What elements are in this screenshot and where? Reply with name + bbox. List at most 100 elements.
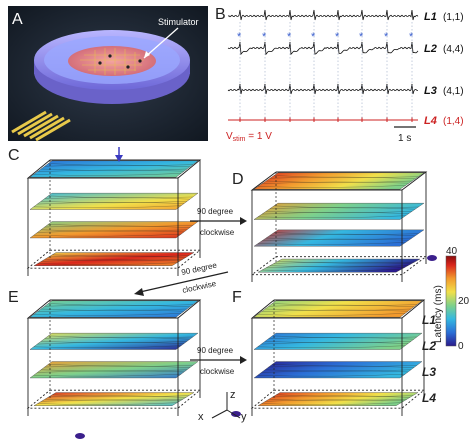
contour-line: [44, 304, 190, 307]
stimulation-site-marker: [231, 411, 241, 417]
contour-line: [265, 211, 413, 214]
colorbar-label: Latency (ms): [433, 285, 444, 343]
contour-line: [261, 212, 409, 215]
contour-line: [33, 173, 182, 176]
trace-coord-l4: (1,4): [443, 116, 464, 127]
contour-line: [257, 373, 406, 377]
base-outline: [26, 249, 202, 269]
contour-line: [277, 261, 415, 264]
trace-coord-l2: (4,4): [443, 44, 464, 55]
svg-text:90 degree: 90 degree: [181, 261, 219, 277]
axis-x-label: x: [198, 411, 204, 423]
panel-a: Stimulator A: [8, 6, 208, 142]
latency-layer-1: [253, 300, 423, 318]
contour-line: [44, 337, 190, 340]
latency-layer-2: [29, 192, 199, 210]
latency-layer-4: [257, 392, 419, 406]
stim-voltage-label: Vstim = 1 V: [226, 131, 272, 143]
contour-line: [41, 259, 181, 262]
svg-text:clockwise: clockwise: [200, 228, 235, 237]
colorbar-max: 40: [446, 246, 458, 257]
contour-line: [272, 303, 417, 306]
stimulus-arrow-icon: [115, 147, 123, 162]
contour-line: [37, 402, 178, 405]
contour-line: [44, 164, 190, 167]
trace-l3: [227, 83, 419, 95]
contour-line: [264, 308, 412, 311]
contour-line: [261, 402, 402, 405]
latency-layer-3: [253, 229, 425, 247]
stimulus-markers: * * * * * * * *: [237, 31, 414, 43]
contour-line: [261, 269, 402, 272]
contour-line: [261, 309, 409, 312]
contour-line: [261, 370, 409, 373]
latency-layer-2: [253, 202, 425, 220]
latency-layer-2: [29, 332, 199, 350]
contour-line: [40, 201, 188, 203]
trace-coord-l3: (4,1): [443, 86, 464, 97]
svg-text:90 degree: 90 degree: [197, 207, 234, 216]
contour-line: [37, 202, 185, 205]
contour-line: [257, 345, 406, 348]
stim-marker: *: [311, 31, 316, 43]
contour-line: [37, 309, 185, 312]
stimulation-site-marker: [427, 255, 437, 261]
latency-layer-3: [253, 361, 423, 379]
panel-c-stack: [26, 159, 202, 276]
panel-label-a: A: [12, 11, 23, 28]
panel-label-d: D: [232, 171, 244, 188]
contour-line: [33, 233, 182, 237]
latency-layer-4: [33, 252, 195, 266]
contour-line: [265, 237, 413, 240]
contour-line: [40, 229, 188, 232]
panel-label-f: F: [232, 289, 242, 306]
contour-line: [272, 335, 417, 339]
panel-label-e: E: [8, 289, 19, 306]
stim-marker: *: [359, 31, 364, 43]
contour-line: [37, 262, 178, 265]
trace-label-l4: L4: [424, 115, 437, 127]
contour-line: [37, 230, 185, 233]
contour-line: [44, 197, 190, 200]
contour-line: [261, 238, 409, 241]
contour-line: [48, 303, 193, 306]
panel-label-c: C: [8, 147, 20, 164]
box-edge: [26, 159, 202, 179]
contour-line: [265, 399, 405, 402]
colorbar-min: 0: [458, 341, 464, 352]
panel-b: B * * * * * * * * L1 (1,1)L2 (4,4)L3 (4,1)L4 (1,4) …: [215, 6, 464, 144]
latency-layer-4: [257, 258, 421, 273]
electrode-array: [68, 46, 156, 76]
contour-line: [276, 394, 413, 397]
contour-line: [44, 399, 184, 401]
contour-line: [268, 337, 414, 340]
contour-line: [272, 364, 417, 367]
contour-line: [269, 176, 416, 179]
latency-layer-3: [29, 361, 199, 379]
contour-line: [257, 313, 406, 316]
latency-layer-1: [29, 160, 199, 178]
stim-marker: *: [409, 31, 414, 43]
panel-label-b: B: [215, 6, 226, 23]
contour-line: [268, 365, 414, 368]
latency-layer-1: [253, 172, 425, 190]
contour-line: [48, 224, 193, 227]
arrow-e-to-f: 90 degree clockwise: [190, 346, 247, 376]
scalebar-label: 1 s: [398, 133, 411, 144]
contour-line: [33, 313, 182, 316]
electrode-dot: [98, 61, 102, 65]
contour-line: [44, 259, 184, 261]
colorbar-gradient: [445, 255, 457, 347]
contour-line: [48, 395, 186, 398]
contour-line: [269, 207, 416, 210]
contour-line: [261, 181, 409, 184]
contour-line: [257, 185, 406, 188]
latency-layer-2: [253, 332, 423, 350]
contour-line: [44, 225, 190, 228]
box-edge: [250, 299, 426, 319]
contour-line: [48, 364, 193, 367]
contour-line: [268, 304, 414, 307]
contour-line: [44, 365, 190, 368]
contour-line: [261, 342, 409, 345]
